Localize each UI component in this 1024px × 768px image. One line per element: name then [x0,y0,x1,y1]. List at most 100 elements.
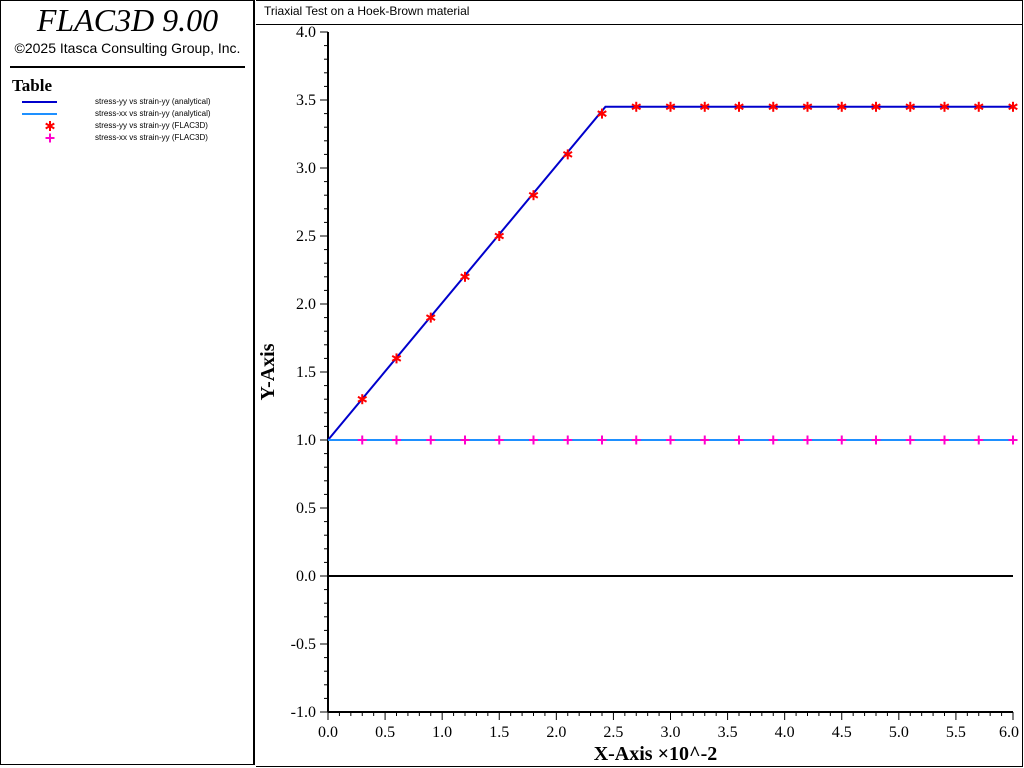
plus-marker [529,435,538,445]
y-tick-label: 4.0 [296,24,316,41]
asterisk-marker [734,101,744,112]
x-tick-label: 3.5 [718,724,738,741]
asterisk-stroke [802,103,813,111]
plus-marker [803,435,812,445]
plus-marker [940,435,949,445]
asterisk-stroke [528,191,539,199]
asterisk-marker [802,101,813,112]
title-divider [10,66,245,68]
x-tick-label: 6.0 [999,724,1019,741]
y-axis-label: Y-Axis [257,343,279,400]
x-tick-label: 2.0 [546,724,566,741]
asterisk-stroke [391,355,402,362]
plus-marker [392,435,401,445]
app-title: FLAC3D 9.00 [36,2,219,38]
asterisk-marker [836,101,847,112]
legend-item-stress-xx-analytical: stress-xx vs strain-yy (analytical) [22,108,252,120]
plus-marker [837,435,847,445]
asterisk-marker [631,101,642,112]
asterisk-marker [425,312,436,323]
y-tick-label: 2.0 [296,296,316,313]
series-1-line [327,105,1013,441]
asterisk-stroke [460,273,470,281]
plus-marker [631,435,641,445]
plus-marker [871,435,881,445]
asterisk-stroke [562,151,573,158]
asterisk-marker [973,101,984,112]
y-tick-label: 2.5 [296,228,316,245]
plus-marker [426,435,436,445]
asterisk-stroke [905,103,916,111]
plus-marker [597,435,607,445]
asterisk-stroke [734,103,744,111]
asterisk-marker [699,101,710,112]
plus-marker [974,435,984,445]
asterisk-stroke [836,103,847,111]
asterisk-stroke [357,395,368,403]
x-tick-label: 4.0 [775,724,795,741]
asterisk-stroke [597,110,607,117]
plus-marker [700,435,710,445]
x-tick-label: 5.0 [889,724,909,741]
asterisk-marker [562,149,573,160]
plus-marker [905,435,915,445]
y-tick-label: -0.5 [291,636,316,653]
x-tick-label: 0.0 [318,724,338,741]
legend-label: stress-yy vs strain-yy (analytical) [95,97,211,106]
legend-label: stress-xx vs strain-yy (analytical) [95,109,211,118]
x-axis-label: X-Axis ×10^-2 [594,743,718,765]
x-tick-label: 0.5 [375,724,395,741]
asterisk-marker [597,108,607,119]
plus-marker [666,435,675,445]
legend-item-stress-yy-analytical: stress-yy vs strain-yy (analytical) [22,96,252,108]
x-tick-label: 4.5 [832,724,852,741]
asterisk-stroke [939,103,950,111]
asterisk-marker [528,190,539,201]
y-tick-label: 3.0 [296,160,316,177]
asterisk-marker [494,231,505,241]
plus-marker [1008,435,1018,445]
legend-label: stress-yy vs strain-yy (FLAC3D) [95,121,208,130]
legend-line-swatch [22,113,57,115]
asterisk-marker [460,271,470,282]
asterisk-marker-icon [45,121,55,131]
asterisk-marker [939,101,950,112]
copyright-text: ©2025 Itasca Consulting Group, Inc. [14,40,241,56]
x-tick-label: 1.5 [489,724,509,741]
asterisk-stroke [665,103,676,111]
plus-marker-icon [45,133,55,143]
plus-marker [494,435,504,445]
asterisk-marker [391,353,402,364]
asterisk-marker [357,394,368,405]
x-tick-label: 5.5 [946,724,966,741]
y-tick-label: -1.0 [291,704,316,721]
asterisk-stroke [494,232,505,240]
asterisk-stroke [973,103,984,111]
y-tick-label: 0.0 [296,568,316,585]
x-tick-label: 2.5 [603,724,623,741]
plus-marker [563,435,573,445]
asterisk-stroke [425,314,436,321]
asterisk-marker [871,101,881,112]
title-divider [256,24,1023,25]
legend-panel [0,0,255,765]
legend-label: stress-xx vs strain-yy (FLAC3D) [95,133,208,142]
asterisk-marker [665,101,676,112]
plot-panel [256,0,1023,767]
plus-marker [357,435,367,445]
plus-marker [734,435,744,445]
asterisk-stroke [1008,103,1018,111]
legend-item-stress-xx-flac3d: stress-xx vs strain-yy (FLAC3D) [22,132,252,144]
legend-item-stress-yy-flac3d: stress-yy vs strain-yy (FLAC3D) [22,120,252,132]
plus-marker [768,435,778,445]
plus-marker [460,435,470,445]
y-tick-label: 3.5 [296,92,316,109]
y-tick-label: 1.0 [296,432,316,449]
asterisk-stroke [871,103,881,111]
asterisk-marker [1008,101,1018,112]
chart-title: Triaxial Test on a Hoek-Brown material [264,4,470,18]
y-tick-label: 0.5 [296,500,316,517]
x-tick-label: 3.0 [661,724,681,741]
asterisk-stroke [768,103,779,111]
